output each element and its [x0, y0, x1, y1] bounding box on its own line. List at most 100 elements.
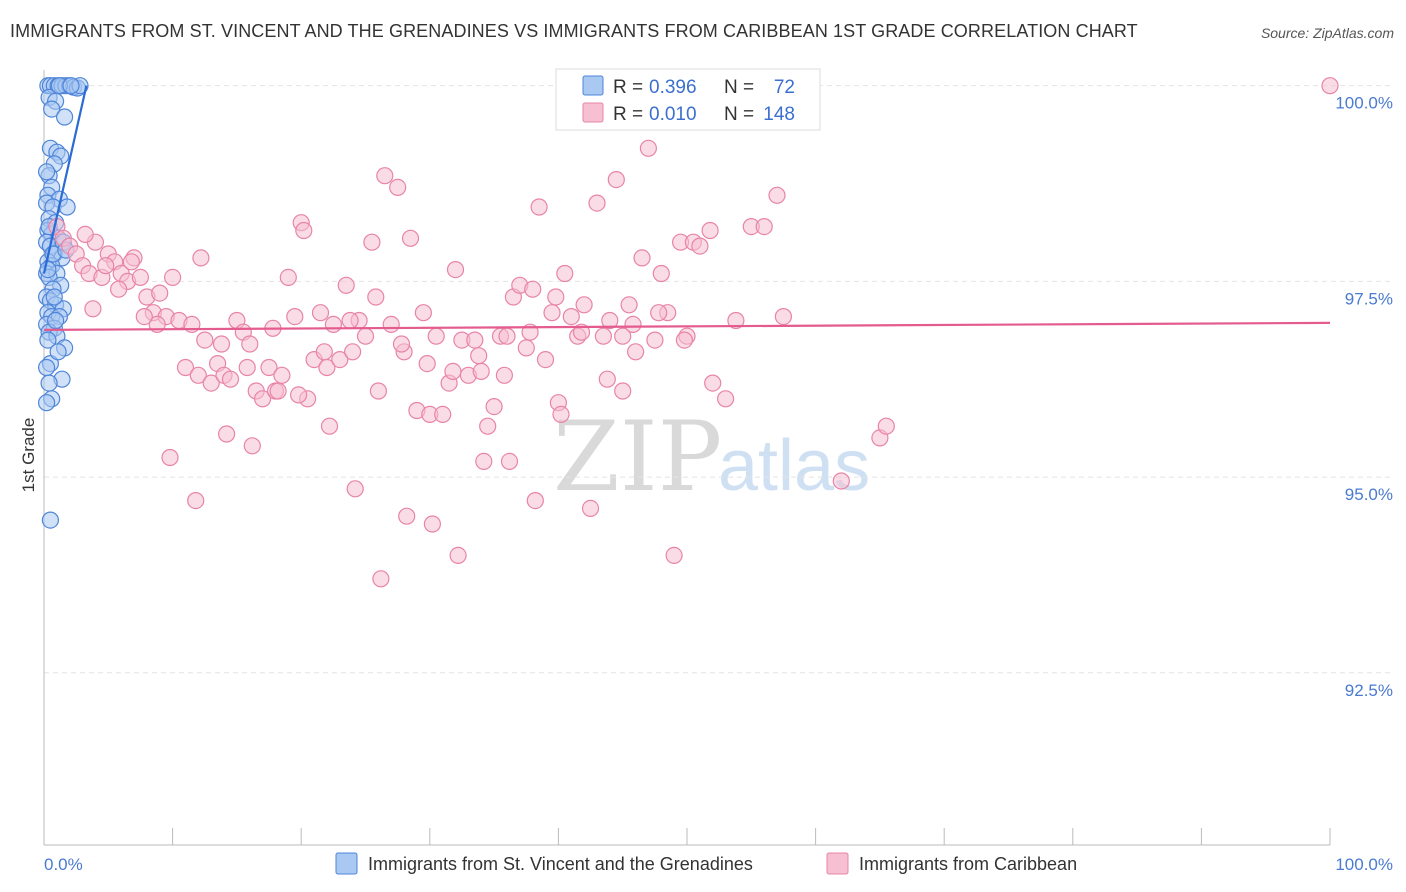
pink-point — [187, 492, 205, 510]
pink-point — [161, 448, 179, 467]
pink-trend-line — [43, 321, 1331, 331]
pink-point — [547, 288, 565, 306]
pink-point — [614, 382, 632, 400]
pink-point — [196, 331, 214, 349]
pink-point — [389, 178, 407, 196]
pink-point — [131, 268, 149, 286]
pink-point — [192, 249, 210, 267]
pink-point — [701, 221, 719, 240]
chart-title: IMMIGRANTS FROM ST. VINCENT AND THE GREN… — [10, 21, 1138, 41]
legend-r-label-pink: R = — [613, 104, 643, 125]
blue-point — [41, 511, 60, 529]
chart-source: Source: ZipAtlas.com — [1260, 25, 1394, 41]
pink-point — [620, 296, 638, 314]
pink-point — [704, 374, 722, 392]
blue-point — [39, 261, 57, 279]
pink-point — [543, 304, 561, 322]
pink-point — [646, 331, 664, 349]
pink-point — [652, 264, 670, 283]
pink-point — [633, 249, 651, 267]
pink-point — [434, 405, 452, 423]
pink-point — [614, 327, 632, 345]
legend-n-value-pink: 148 — [763, 104, 795, 125]
pink-point — [212, 335, 231, 353]
legend-n-value-blue: 72 — [774, 77, 795, 98]
pink-point — [470, 347, 488, 365]
pink-point — [279, 268, 297, 286]
pink-point — [466, 331, 484, 349]
blue-point — [58, 198, 76, 216]
pink-point — [344, 343, 362, 361]
pink-point — [575, 296, 593, 314]
y-tick-label: 100.0% — [1335, 94, 1393, 113]
pink-point — [500, 452, 519, 470]
legend-n-label-pink: N = — [724, 104, 754, 125]
pink-point — [774, 308, 793, 326]
pink-point — [691, 237, 709, 255]
legend-swatch-pink — [582, 102, 604, 123]
pink-point — [84, 300, 102, 318]
pink-point — [151, 284, 169, 302]
pink-point — [639, 139, 658, 157]
pink-point — [581, 499, 600, 517]
pink-point — [260, 358, 278, 377]
pink-point — [367, 288, 385, 306]
y-axis-label: 1st Grade — [19, 418, 38, 493]
pink-point — [290, 386, 308, 404]
pink-point — [562, 308, 580, 326]
pink-point — [414, 304, 432, 322]
bottom-legend: Immigrants from St. Vincent and the Gren… — [335, 852, 1077, 875]
pink-point — [665, 546, 683, 565]
pink-point — [877, 417, 895, 435]
pink-point — [97, 257, 115, 275]
pink-point — [588, 194, 606, 212]
trend-lines — [42, 85, 1331, 331]
blue-point — [39, 331, 57, 349]
pink-point — [76, 225, 94, 243]
y-tick-label: 97.5% — [1345, 289, 1393, 308]
x-tick-label-right: 100.0% — [1335, 855, 1393, 874]
pink-point — [768, 186, 786, 204]
pink-point — [164, 268, 182, 286]
pink-point — [337, 276, 355, 294]
pink-point — [423, 515, 441, 533]
y-tick-label: 95.0% — [1345, 485, 1393, 504]
pink-point — [755, 218, 773, 236]
pink-point — [241, 335, 259, 353]
pink-point — [526, 492, 544, 510]
blue-point — [43, 100, 61, 118]
pink-point — [552, 405, 570, 423]
pink-point — [624, 315, 642, 333]
pink-point — [594, 327, 613, 345]
pink-point — [273, 366, 291, 384]
blue-point — [45, 288, 63, 306]
pink-point — [1321, 77, 1339, 95]
pink-point — [727, 311, 745, 330]
pink-point — [295, 221, 313, 240]
pink-point — [427, 327, 445, 345]
bottom-legend-swatch-blue — [335, 852, 358, 875]
pink-point — [536, 351, 555, 369]
bottom-legend-label-blue: Immigrants from St. Vincent and the Gren… — [368, 854, 753, 874]
pink-point — [601, 311, 619, 330]
pink-point — [372, 570, 390, 588]
legend-swatch-blue — [582, 75, 604, 96]
pink-point — [472, 362, 490, 380]
bottom-legend-swatch-pink — [826, 852, 849, 875]
pink-point — [254, 390, 272, 408]
blue-point — [37, 163, 56, 181]
pink-point — [243, 437, 261, 455]
blue-point — [37, 358, 56, 377]
pink-point — [346, 480, 364, 498]
pink-point — [356, 327, 375, 345]
legend-r-label-blue: R = — [613, 77, 643, 98]
pink-point — [331, 351, 349, 369]
x-tick-labels: 0.0% 100.0% — [44, 855, 1393, 874]
pink-point — [269, 382, 287, 400]
watermark: ZIP atlas — [553, 401, 870, 513]
pink-point — [221, 370, 240, 388]
pink-point — [363, 233, 381, 251]
watermark-zip: ZIP — [553, 401, 722, 513]
series-blue-points — [37, 77, 89, 529]
